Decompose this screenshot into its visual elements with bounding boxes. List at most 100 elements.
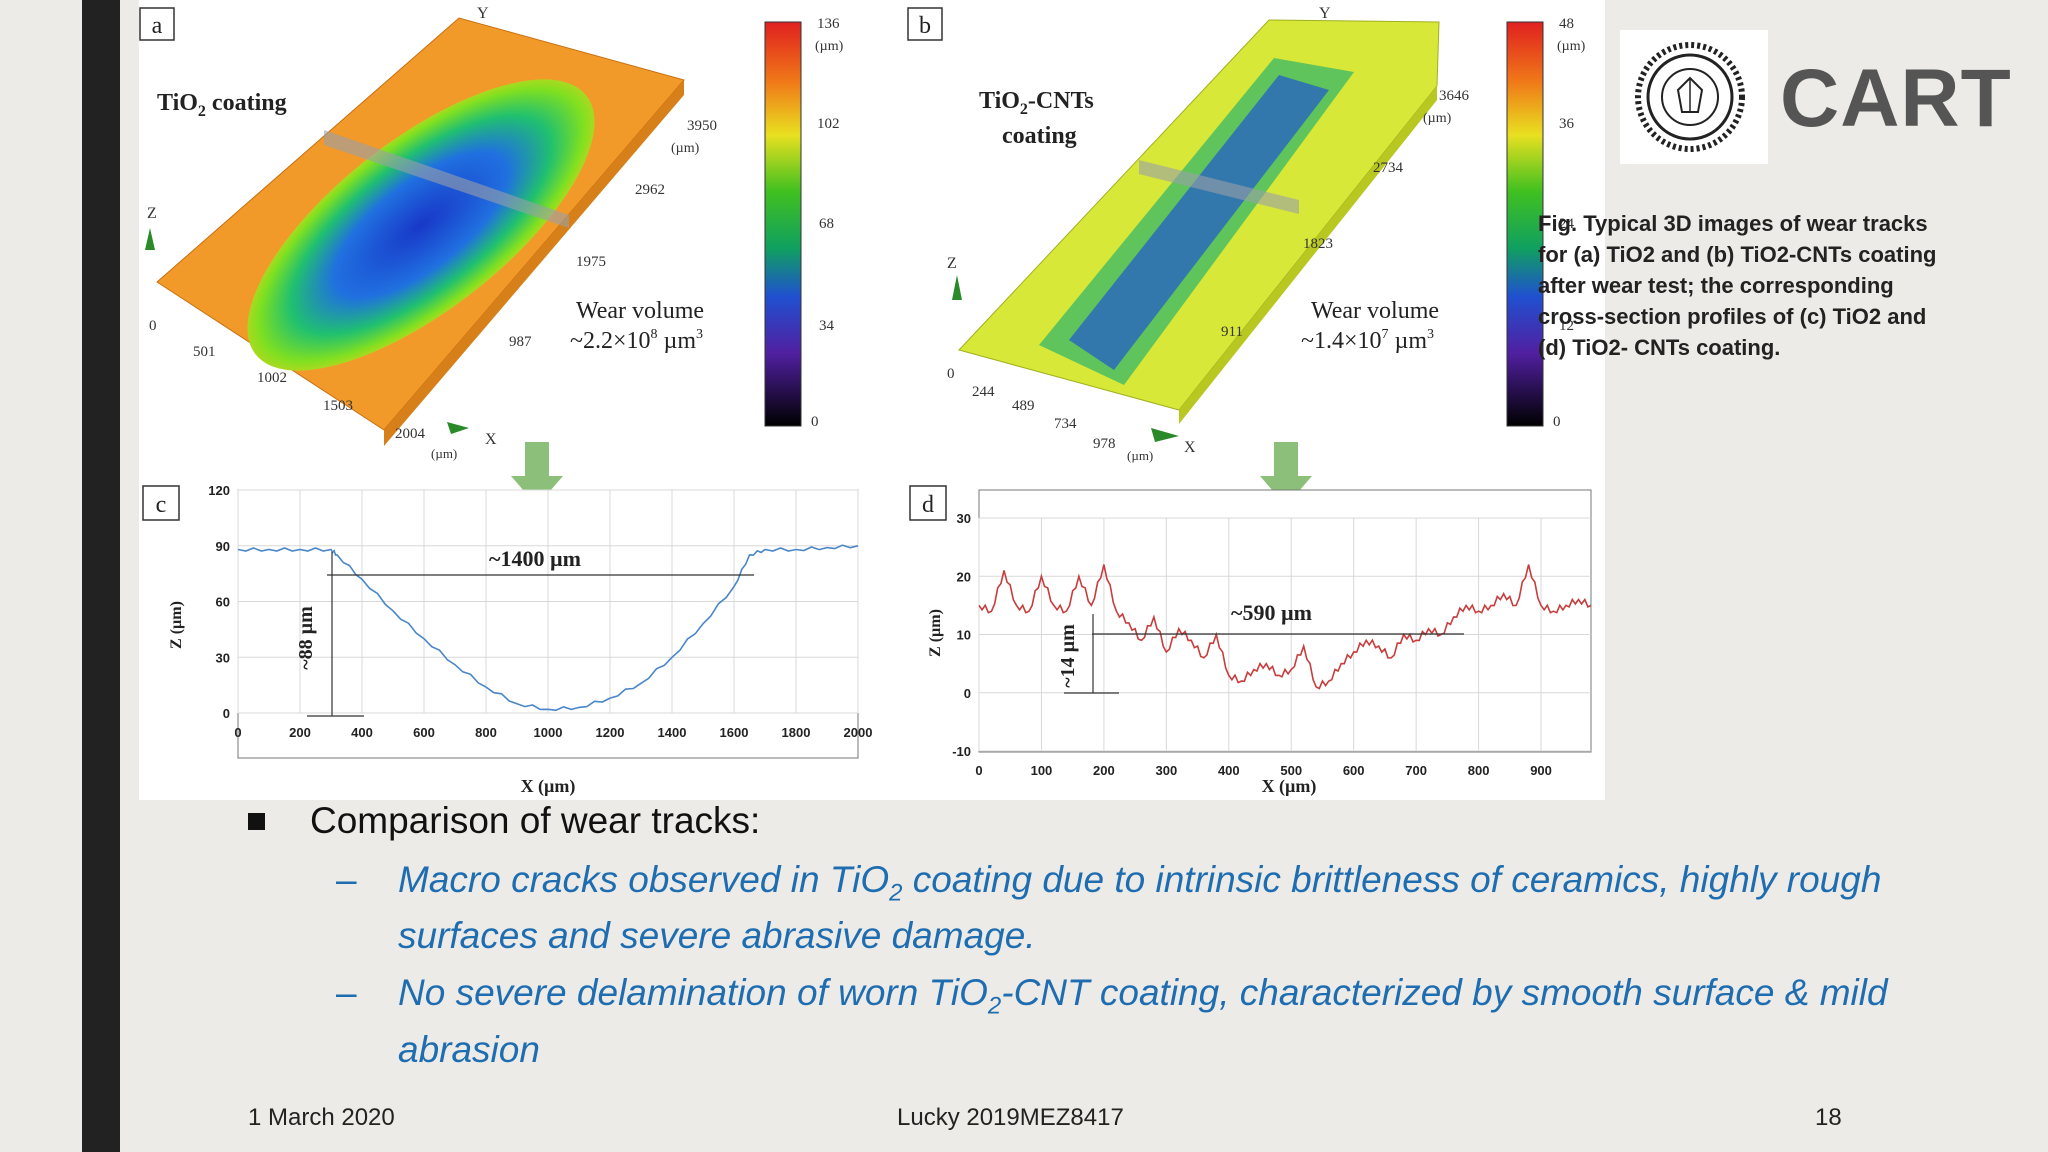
square-bullet-icon	[248, 812, 265, 830]
section-heading: Comparison of wear tracks:	[248, 800, 1948, 842]
c-xtick-label: 1600	[720, 725, 749, 740]
panel-a-xtick-3: 2004	[395, 426, 426, 442]
panel-b-xtick-3: 978	[1093, 436, 1116, 452]
panel-a-cbar-tick-4: 0	[811, 414, 819, 430]
panel-b-xtick-1: 489	[1012, 398, 1035, 414]
panel-b-cbar-tick-1: 36	[1559, 116, 1575, 132]
panel-a-ytick-1: (µm)	[671, 141, 700, 156]
panel-c-profile-line	[237, 544, 859, 712]
panel-a-axis-z: Z	[147, 205, 157, 222]
c-ytick-label: 60	[216, 595, 230, 610]
d-xtick-label: 200	[1093, 763, 1115, 778]
comparison-section: Comparison of wear tracks: – Macro crack…	[248, 800, 1948, 1071]
panel-b-tag-box	[907, 7, 943, 41]
bullet-point-2-sub: 2	[987, 992, 1002, 1020]
slide-accent-bar	[82, 0, 120, 1152]
panel-d-tag-box	[909, 485, 947, 521]
d-xtick-label: 800	[1468, 763, 1490, 778]
d-xtick-label: 100	[1031, 763, 1053, 778]
d-xtick-label: 600	[1343, 763, 1365, 778]
panel-d-xlabel: X (µm)	[1262, 776, 1317, 797]
panel-b-x-arrow	[1151, 428, 1179, 442]
d-xtick-label: 500	[1280, 763, 1302, 778]
panel-b-surface-edge	[1179, 86, 1437, 424]
c-xtick-label: 1200	[596, 725, 625, 740]
panel-b-ytick-3: 1823	[1303, 236, 1333, 252]
panel-a-title: TiO2 coating	[157, 90, 287, 120]
d-xtick-label: 0	[975, 763, 982, 778]
footer-author: Lucky 2019MEZ8417	[897, 1104, 1124, 1131]
d-ytick-label: 30	[957, 511, 971, 526]
panel-a-3d-wear: a TiO2 coating Y Z X 0 3950 (µm) 2962 19…	[139, 5, 844, 506]
panel-a-wear-value: ~2.2×108 µm3	[570, 327, 703, 354]
c-ytick-label: 30	[216, 650, 230, 665]
bullet-point-2-text: No severe delamination of worn TiO2-CNT …	[398, 971, 1898, 1070]
panel-b-title-line1: TiO2-CNTs	[979, 88, 1094, 118]
dash-bullet-icon: –	[336, 972, 357, 1014]
panel-a-zero: 0	[149, 318, 157, 334]
panel-c-ylabel: Z (µm)	[168, 601, 185, 649]
d-xtick-label: 300	[1155, 763, 1177, 778]
panel-b-x-unit: (µm)	[1127, 448, 1153, 463]
figure-svg: a TiO2 coating Y Z X 0 3950 (µm) 2962 19…	[139, 5, 1592, 797]
bullet-point-2-post: -CNT coating, characterized by smooth su…	[398, 972, 1888, 1070]
panel-b-wear-label: Wear volume	[1311, 298, 1439, 324]
panel-a-xtick-0: 501	[193, 344, 216, 360]
panel-a-x-arrow	[447, 422, 469, 434]
c-xtick-label: 800	[475, 725, 497, 740]
bullet-point-1-sub: 2	[889, 879, 903, 907]
c-xtick-label: 400	[351, 725, 373, 740]
panel-a-surface-edge	[384, 80, 684, 446]
panel-a-axis-x: X	[485, 431, 497, 448]
c-ytick-label: 90	[216, 539, 230, 554]
panel-a-wear-track	[247, 79, 595, 371]
panel-b-cbar-tick-2: 24	[1559, 216, 1575, 232]
panel-a-z-arrow	[145, 228, 155, 250]
panel-b-cbar-tick-4: 0	[1553, 414, 1561, 430]
institute-seal-logo	[1620, 30, 1768, 164]
panel-a-axis-y: Y	[477, 5, 489, 22]
panel-b-ytick-2: 2734	[1373, 160, 1404, 176]
panel-a-ytick-0: 3950	[687, 118, 717, 134]
panel-d-width-label: ~590 µm	[1231, 600, 1312, 625]
panel-c-width-label: ~1400 µm	[489, 546, 581, 571]
panel-c-tag-box	[142, 485, 180, 521]
panel-b-axis-z: Z	[947, 255, 957, 272]
panel-b-3d-wear: b TiO2-CNTs coating Y Z X 0 3646 (µm) 27…	[907, 5, 1586, 506]
panel-a-cbar-tick-3: 34	[819, 318, 835, 334]
d-xtick-label: 900	[1530, 763, 1552, 778]
bullet-point-2: – No severe delamination of worn TiO2-CN…	[336, 971, 1948, 1070]
panel-d-depth-label: ~14 µm	[1057, 624, 1079, 688]
dash-bullet-icon: –	[336, 859, 357, 900]
panel-c-tag: c	[156, 492, 167, 518]
panel-d-plot-area	[978, 489, 1592, 753]
panel-a-cbar-tick-1: 102	[817, 116, 840, 132]
panel-b-title-line2: coating	[1002, 123, 1077, 149]
d-xtick-label: 700	[1405, 763, 1427, 778]
c-xtick-label: 200	[289, 725, 311, 740]
panel-a-cbar-tick-0: 136	[817, 16, 840, 32]
panel-c-profile: c Z (µm) X (µm) 120 90 60 30 0 0 200 400 600 800…	[142, 483, 872, 797]
panel-a-ytick-4: 987	[509, 334, 532, 350]
panel-b-wear-value: ~1.4×107 µm3	[1301, 327, 1434, 354]
d-ytick-label: -10	[952, 744, 971, 759]
slide-left-margin	[0, 0, 82, 1152]
bullet-point-2-pre: No severe delamination of worn TiO	[398, 972, 988, 1014]
figure-panel: a TiO2 coating Y Z X 0 3950 (µm) 2962 19…	[139, 0, 1605, 800]
c-xtick-label: 600	[413, 725, 435, 740]
c-xtick-label: 1400	[658, 725, 687, 740]
panel-d-yticks: 30 20 10 0 -10	[952, 511, 971, 759]
c-xtick-label: 1000	[534, 725, 563, 740]
c-xtick-label: 0	[234, 725, 241, 740]
panel-b-zero: 0	[947, 366, 955, 382]
d-xtick-label: 400	[1218, 763, 1240, 778]
panel-b-wear-track-core	[1069, 75, 1329, 370]
panel-a-x-unit: (µm)	[431, 446, 457, 461]
panel-a-cross-section-plane	[324, 130, 569, 228]
c-xtick-label: 1800	[782, 725, 811, 740]
figure-caption: Fig. Typical 3D images of wear tracks fo…	[1538, 211, 1937, 360]
panel-a-cbar-tick-2: 68	[819, 216, 834, 232]
bullet-point-1-post: coating due to intrinsic brittleness of …	[398, 859, 1882, 957]
panel-b-cross-section-plane	[1139, 160, 1299, 214]
